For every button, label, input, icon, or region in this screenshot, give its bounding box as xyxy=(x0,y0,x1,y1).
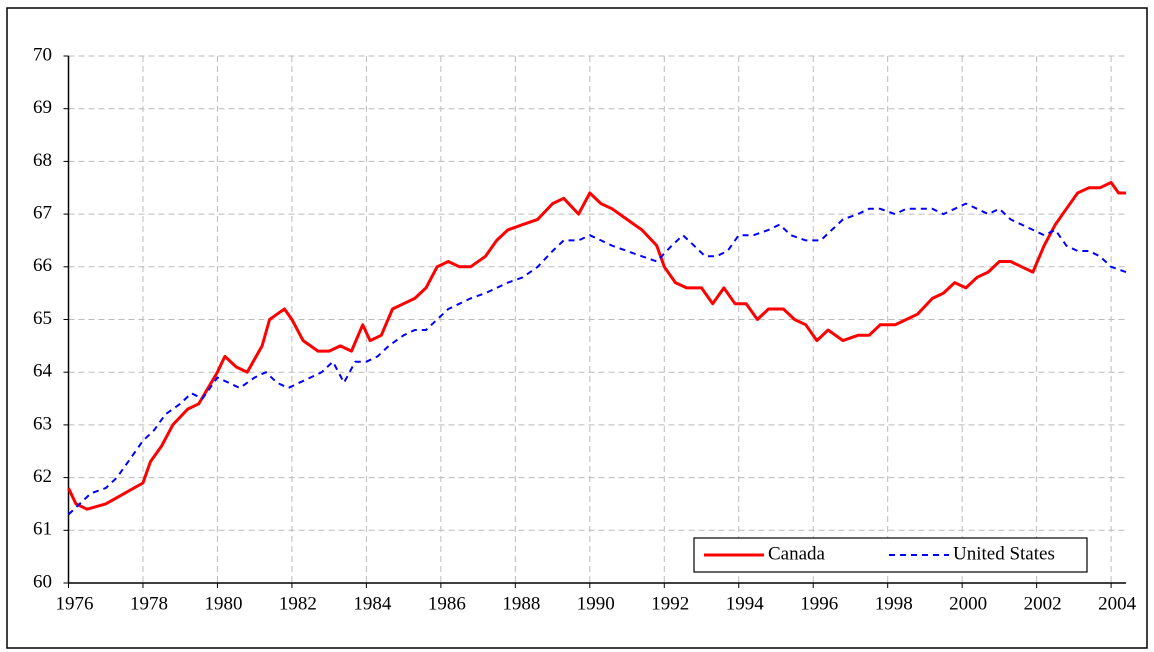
x-tick-label: 1980 xyxy=(204,593,242,614)
y-tick-label: 63 xyxy=(33,413,52,434)
y-tick-label: 65 xyxy=(33,308,52,329)
y-tick-label: 60 xyxy=(33,571,52,592)
legend-label: United States xyxy=(953,543,1055,564)
x-tick-label: 2002 xyxy=(1024,593,1062,614)
x-tick-label: 1988 xyxy=(502,593,540,614)
x-tick-label: 1978 xyxy=(130,593,168,614)
x-tick-label: 1982 xyxy=(279,593,317,614)
x-tick-label: 1986 xyxy=(428,593,466,614)
x-tick-label: 1990 xyxy=(577,593,615,614)
legend-label: Canada xyxy=(768,543,826,564)
x-tick-label: 1976 xyxy=(56,593,94,614)
y-tick-label: 62 xyxy=(33,466,52,487)
x-tick-label: 1998 xyxy=(875,593,913,614)
x-tick-label: 2004 xyxy=(1098,593,1137,614)
line-series xyxy=(67,181,1126,511)
x-tick-label: 1996 xyxy=(800,593,838,614)
x-tick-label: 2000 xyxy=(949,593,987,614)
y-tick-label: 69 xyxy=(33,97,52,118)
x-tick-label: 1994 xyxy=(726,593,765,614)
y-tick-label: 70 xyxy=(33,44,52,65)
x-tick-label: 1984 xyxy=(353,593,392,614)
y-tick-label: 68 xyxy=(33,150,52,171)
y-tick-label: 66 xyxy=(33,255,52,276)
line-series xyxy=(67,202,1127,516)
y-tick-label: 61 xyxy=(33,519,52,540)
y-tick-label: 67 xyxy=(33,202,52,223)
y-tick-label: 64 xyxy=(33,361,53,382)
x-tick-label: 1992 xyxy=(651,593,689,614)
